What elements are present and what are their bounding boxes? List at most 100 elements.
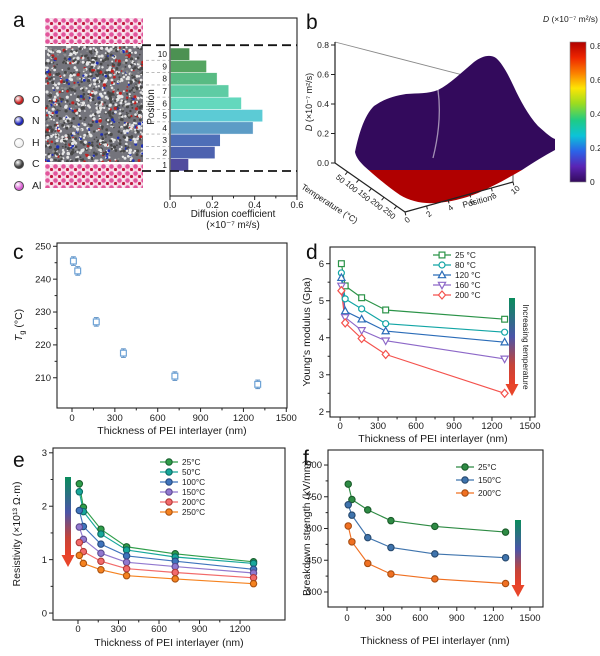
svg-text:200 °C: 200 °C: [455, 290, 480, 300]
svg-text:(×10⁻⁷ m²/s): (×10⁻⁷ m²/s): [206, 220, 260, 231]
svg-text:220: 220: [35, 340, 51, 351]
atom-legend-item: O: [14, 89, 41, 111]
svg-text:300: 300: [306, 587, 322, 598]
svg-text:Thickness of PEI interlayer (n: Thickness of PEI interlayer (nm): [360, 635, 509, 647]
svg-text:200°C: 200°C: [182, 497, 205, 507]
svg-text:200°C: 200°C: [478, 488, 501, 498]
svg-text:4: 4: [319, 333, 324, 344]
svg-text:1200: 1200: [483, 613, 504, 624]
line-chart-breakdown-strength: 0 300 600 900 1200 1500 300 450 600 750 900 Thickne…: [301, 449, 544, 647]
svg-text:0.2: 0.2: [206, 200, 219, 210]
svg-text:0.6: 0.6: [590, 75, 600, 85]
svg-text:1500: 1500: [519, 421, 540, 432]
svg-text:0.0: 0.0: [317, 158, 329, 168]
svg-text:25 °C: 25 °C: [455, 250, 476, 260]
svg-text:0: 0: [403, 215, 413, 225]
svg-text:D (×10⁻⁷ m²/s): D (×10⁻⁷ m²/s): [543, 14, 598, 24]
atom-sphere-icon: [14, 159, 24, 170]
svg-text:1200: 1200: [481, 421, 502, 432]
svg-text:6: 6: [468, 197, 478, 207]
polymer-region: [43, 45, 145, 163]
svg-text:7: 7: [162, 86, 167, 96]
panel-label-d: d: [306, 241, 318, 264]
panel-label-a: a: [13, 9, 25, 32]
svg-text:3: 3: [42, 448, 47, 459]
bar-chart-diffusion: 1 2 3 4 5 6 7 8 9 10 0.0 0.2 0.4 0.6 Position Diffusion…: [142, 17, 303, 231]
svg-text:1: 1: [162, 160, 167, 170]
svg-text:450: 450: [306, 555, 322, 566]
svg-text:0.2: 0.2: [317, 129, 329, 139]
surface-plot-diffusion: 0.00.20.40.60.8D (×10⁻⁷ m²/s)50100150200…: [300, 14, 600, 226]
svg-text:3: 3: [162, 135, 167, 145]
svg-text:Position: Position: [146, 89, 157, 125]
atom-sphere-icon: [14, 116, 24, 127]
svg-text:900: 900: [449, 613, 465, 624]
atom-symbol: Al: [32, 179, 42, 192]
line-chart-resistivity: 0 300 600 900 1200 0 1 2 3 Thickness of PEI inter…: [11, 447, 286, 649]
svg-text:0.6: 0.6: [291, 200, 304, 210]
svg-text:900: 900: [306, 460, 322, 471]
svg-text:0.4: 0.4: [317, 99, 329, 109]
svg-text:4: 4: [446, 203, 456, 213]
svg-text:210: 210: [35, 373, 51, 384]
svg-text:9: 9: [162, 61, 167, 71]
svg-text:6: 6: [319, 259, 324, 270]
panel-label-b: b: [306, 11, 318, 34]
interface-gap: [45, 162, 143, 164]
svg-text:300: 300: [376, 613, 392, 624]
svg-text:1500: 1500: [276, 413, 297, 424]
svg-text:0: 0: [590, 177, 595, 187]
atom-symbol: N: [32, 115, 40, 128]
panel-label-c: c: [13, 241, 24, 264]
svg-text:Young's modulus (Gpa): Young's modulus (Gpa): [301, 277, 313, 386]
svg-text:2: 2: [424, 209, 434, 219]
svg-text:Diffusion coefficient: Diffusion coefficient: [191, 209, 276, 220]
svg-text:Breakdown strength (kV/mm): Breakdown strength (kV/mm): [301, 460, 313, 596]
svg-text:120 °C: 120 °C: [455, 270, 480, 280]
svg-text:6: 6: [162, 98, 167, 108]
atom-legend-item: C: [14, 154, 41, 176]
svg-text:2: 2: [162, 147, 167, 157]
svg-text:50°C: 50°C: [182, 467, 201, 477]
svg-text:600: 600: [150, 413, 166, 424]
atom-sphere-icon: [14, 137, 24, 148]
svg-text:600: 600: [412, 613, 428, 624]
svg-text:Tg (°C): Tg (°C): [13, 309, 27, 341]
svg-text:150°C: 150°C: [182, 487, 205, 497]
panel-label-e: e: [13, 449, 25, 472]
svg-text:80 °C: 80 °C: [455, 260, 476, 270]
svg-text:900: 900: [193, 413, 209, 424]
svg-text:0.8: 0.8: [590, 41, 600, 51]
al2o3-lattice-top: [45, 18, 143, 44]
svg-text:0: 0: [69, 413, 74, 424]
svg-text:D (×10⁻⁷ m²/s): D (×10⁻⁷ m²/s): [304, 73, 314, 131]
svg-text:0: 0: [337, 421, 342, 432]
atom-symbol: O: [32, 93, 41, 106]
svg-text:900: 900: [446, 421, 462, 432]
line-chart-youngs-modulus: 0 300 600 900 1200 1500 2 3 4 5 6 Thickness of PEI …: [301, 246, 541, 445]
svg-text:0.8: 0.8: [317, 40, 329, 50]
svg-text:250: 250: [35, 241, 51, 252]
svg-text:Increasing temperature: Increasing temperature: [521, 304, 531, 390]
svg-text:0.6: 0.6: [317, 70, 329, 80]
atom-legend: O N H C Al: [14, 89, 41, 197]
svg-text:8: 8: [489, 191, 499, 201]
svg-text:5: 5: [162, 111, 167, 121]
atom-legend-item: Al: [14, 175, 41, 197]
svg-text:Resistivity (×10¹³ Ω·m): Resistivity (×10¹³ Ω·m): [11, 482, 23, 587]
atom-legend-item: H: [14, 132, 41, 154]
panel-label-f: f: [303, 447, 309, 470]
svg-text:100°C: 100°C: [182, 477, 205, 487]
svg-text:900: 900: [192, 624, 208, 635]
svg-text:Thickness of PEI interlayer (n: Thickness of PEI interlayer (nm): [94, 637, 243, 649]
svg-text:300: 300: [111, 624, 127, 635]
svg-text:240: 240: [35, 274, 51, 285]
svg-text:750: 750: [306, 492, 322, 503]
svg-text:0: 0: [75, 624, 80, 635]
atom-sphere-icon: [14, 180, 24, 191]
svg-text:25°C: 25°C: [478, 462, 497, 472]
atom-symbol: H: [32, 136, 40, 149]
svg-text:600: 600: [306, 524, 322, 535]
atom-sphere-icon: [14, 94, 24, 105]
svg-text:10: 10: [158, 49, 168, 59]
